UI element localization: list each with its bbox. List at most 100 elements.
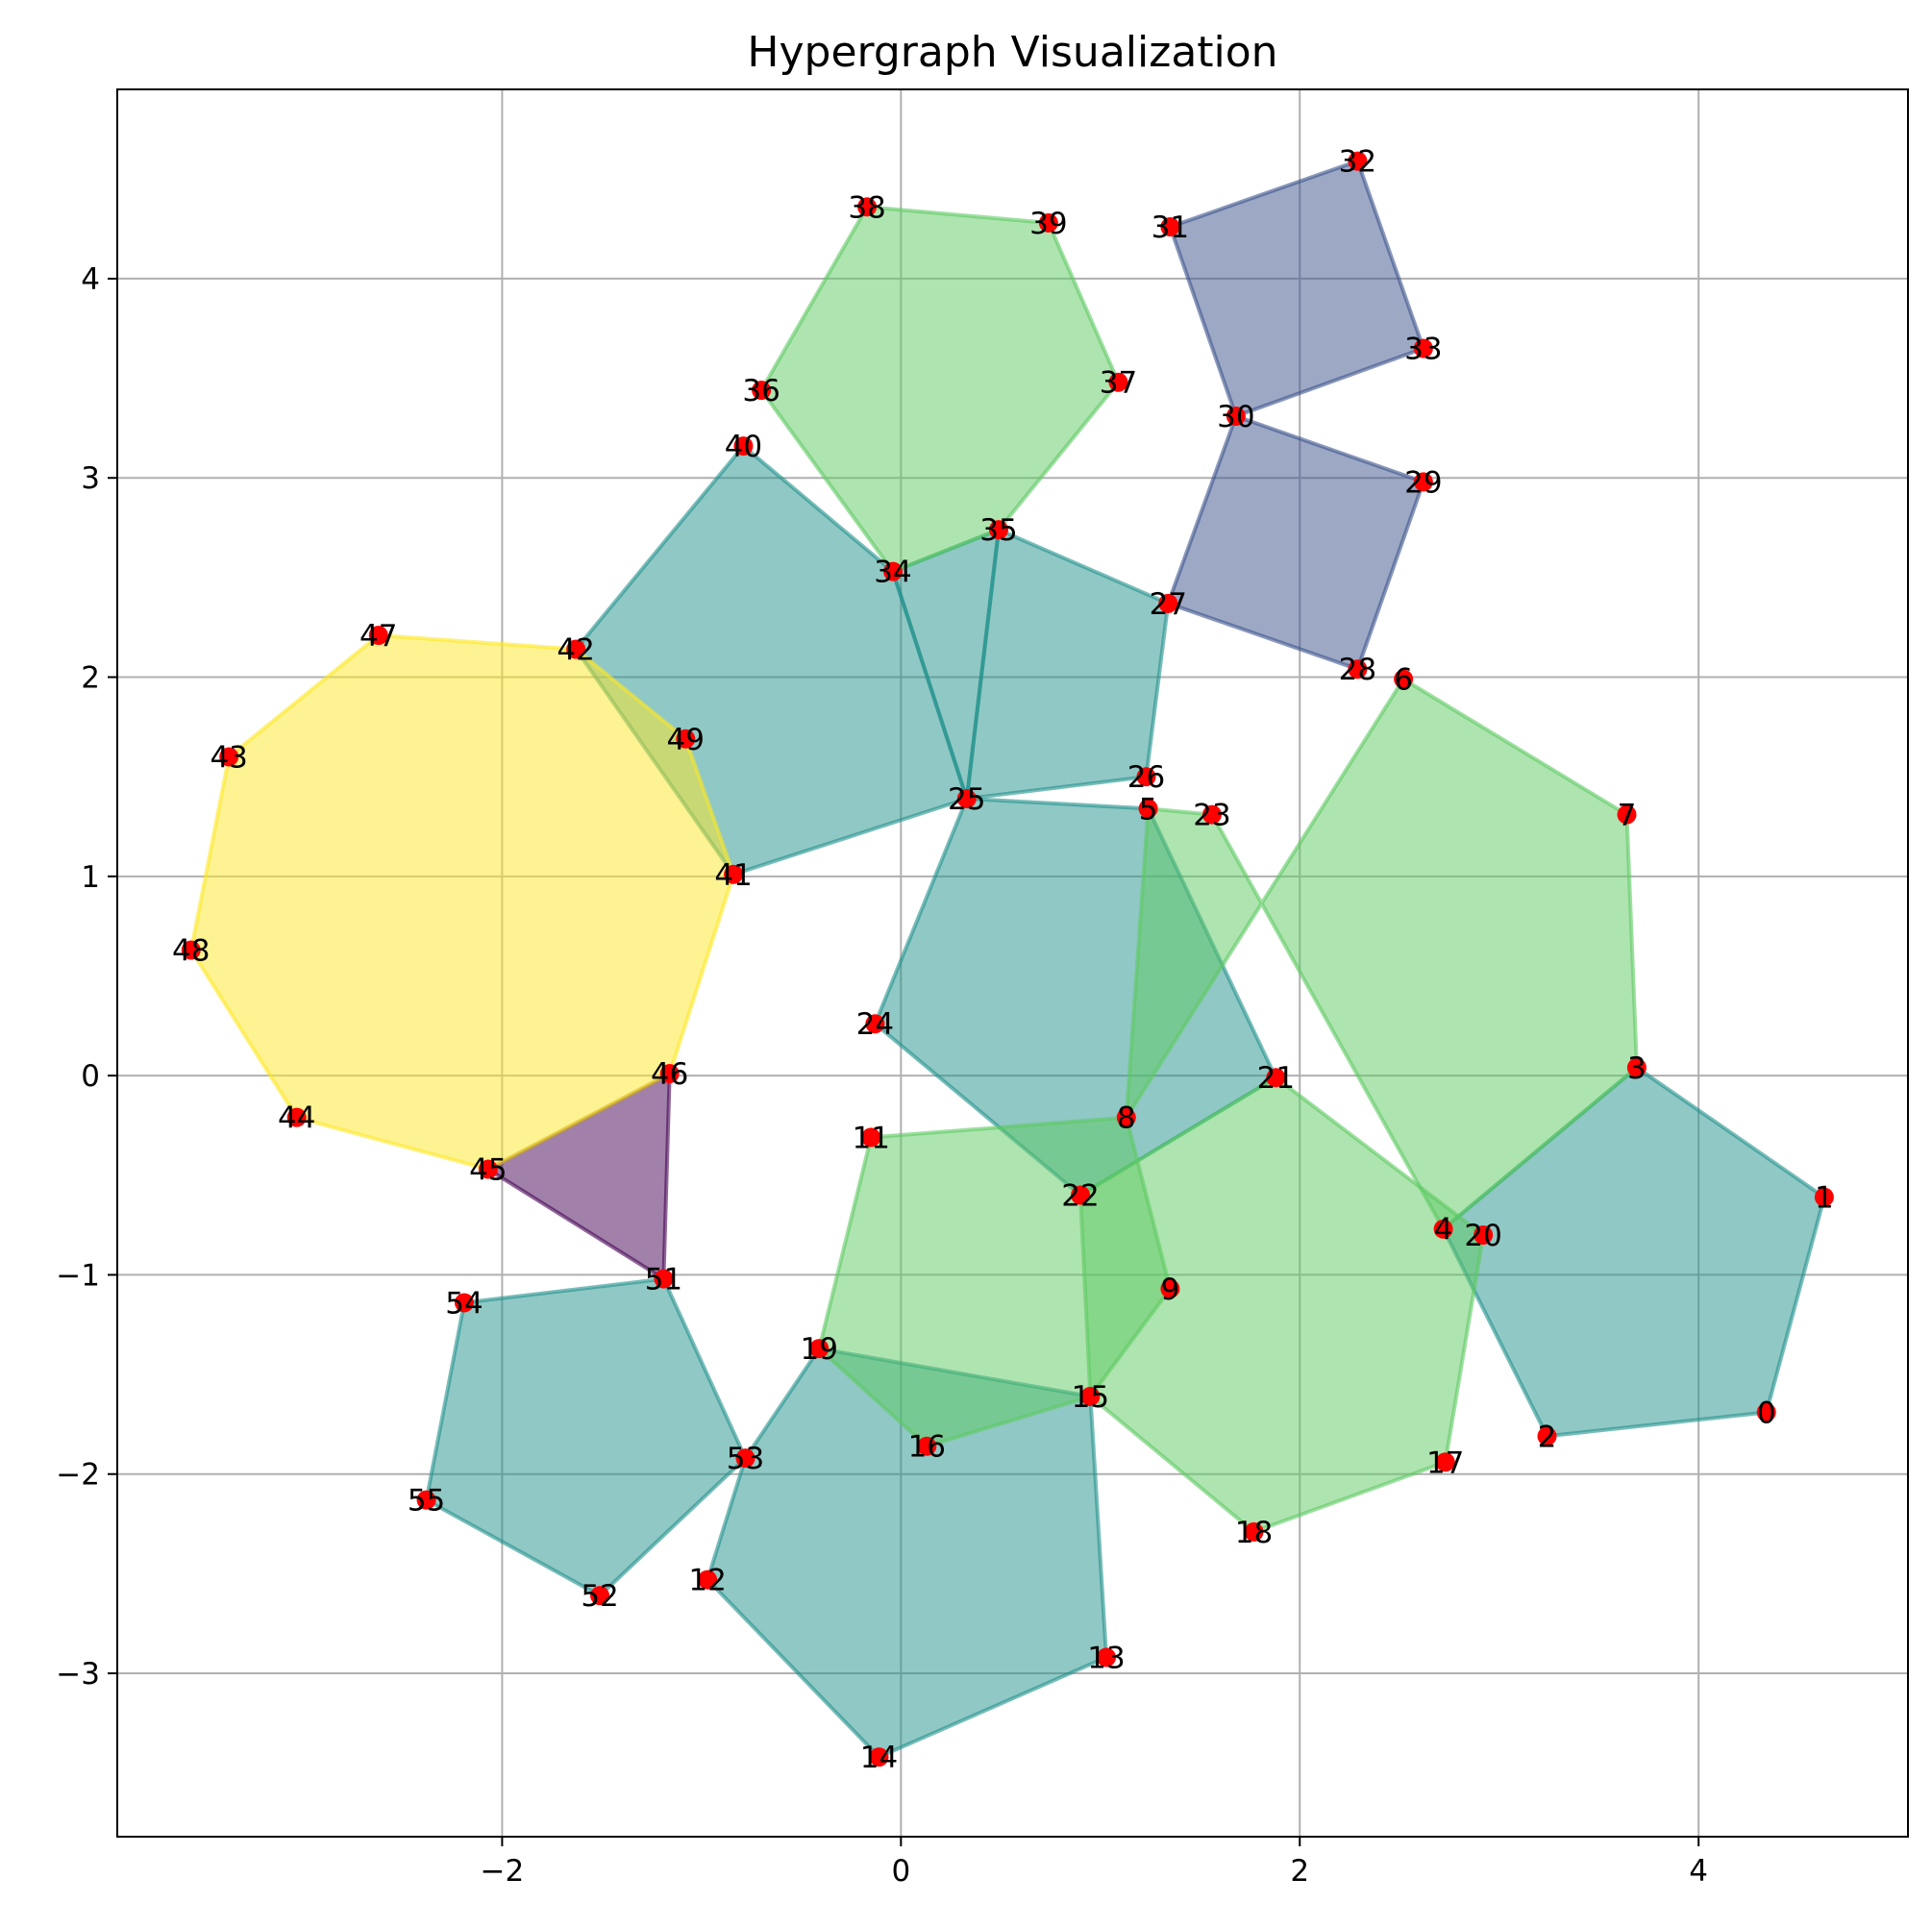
node-label-38: 38 bbox=[848, 190, 885, 225]
node-label-45: 45 bbox=[469, 1153, 507, 1188]
node-9 bbox=[1160, 1278, 1180, 1298]
node-40 bbox=[733, 436, 754, 457]
node-label-23: 23 bbox=[1193, 799, 1230, 833]
node-label-5: 5 bbox=[1139, 792, 1158, 827]
node-43 bbox=[219, 747, 239, 767]
node-label-39: 39 bbox=[1029, 207, 1067, 241]
x-tick-label: 4 bbox=[1689, 1854, 1708, 1889]
node-label-40: 40 bbox=[725, 430, 762, 464]
x-tick-label: 0 bbox=[891, 1854, 910, 1889]
node-22 bbox=[1071, 1185, 1091, 1205]
node-label-18: 18 bbox=[1235, 1516, 1273, 1550]
node-label-15: 15 bbox=[1072, 1380, 1109, 1415]
node-35 bbox=[988, 520, 1008, 540]
node-7 bbox=[1617, 804, 1637, 825]
node-label-17: 17 bbox=[1426, 1446, 1464, 1480]
node-52 bbox=[590, 1586, 610, 1606]
node-label-26: 26 bbox=[1127, 760, 1165, 795]
node-30 bbox=[1226, 406, 1246, 426]
hyperedges bbox=[188, 159, 1826, 1760]
node-label-33: 33 bbox=[1404, 332, 1442, 366]
nodes bbox=[181, 151, 1834, 1767]
hyperedge-14 bbox=[188, 633, 736, 1172]
node-label-1: 1 bbox=[1815, 1181, 1834, 1216]
node-26 bbox=[1136, 767, 1156, 787]
node-label-29: 29 bbox=[1404, 465, 1442, 500]
node-label-52: 52 bbox=[581, 1579, 618, 1614]
node-41 bbox=[724, 864, 744, 884]
node-label-11: 11 bbox=[852, 1121, 889, 1155]
node-label-35: 35 bbox=[979, 513, 1017, 548]
node-55 bbox=[416, 1490, 436, 1510]
node-label-41: 41 bbox=[714, 858, 752, 893]
node-label-53: 53 bbox=[727, 1442, 764, 1476]
node-label-43: 43 bbox=[210, 740, 247, 775]
node-34 bbox=[883, 561, 904, 581]
node-27 bbox=[1158, 593, 1178, 613]
node-20 bbox=[1474, 1224, 1494, 1245]
node-2 bbox=[1537, 1426, 1557, 1446]
node-label-9: 9 bbox=[1161, 1273, 1180, 1307]
node-18 bbox=[1244, 1521, 1264, 1542]
node-label-8: 8 bbox=[1117, 1101, 1136, 1136]
node-36 bbox=[752, 381, 772, 401]
node-53 bbox=[735, 1448, 755, 1469]
node-label-49: 49 bbox=[667, 723, 705, 757]
node-46 bbox=[659, 1064, 680, 1084]
node-label-46: 46 bbox=[651, 1057, 688, 1092]
node-1 bbox=[1814, 1187, 1834, 1207]
node-label-0: 0 bbox=[1757, 1396, 1776, 1430]
node-49 bbox=[676, 729, 696, 749]
node-28 bbox=[1348, 659, 1368, 680]
node-3 bbox=[1626, 1057, 1647, 1077]
node-14 bbox=[869, 1747, 889, 1767]
node-47 bbox=[368, 625, 388, 645]
node-44 bbox=[286, 1107, 307, 1127]
node-label-12: 12 bbox=[688, 1564, 726, 1598]
node-16 bbox=[917, 1436, 937, 1456]
y-tick-label: −1 bbox=[56, 1258, 100, 1293]
node-label-7: 7 bbox=[1618, 799, 1637, 833]
node-label-19: 19 bbox=[801, 1332, 838, 1367]
node-label-28: 28 bbox=[1339, 653, 1376, 687]
node-label-25: 25 bbox=[948, 782, 985, 817]
x-tick-label: −2 bbox=[481, 1854, 525, 1889]
node-37 bbox=[1108, 372, 1128, 392]
plot-frame bbox=[116, 88, 1909, 1838]
node-12 bbox=[698, 1570, 718, 1590]
y-tick-label: 1 bbox=[81, 860, 100, 895]
chart-title: Hypergraph Visualization bbox=[747, 28, 1277, 77]
node-23 bbox=[1201, 804, 1222, 825]
node-label-54: 54 bbox=[445, 1286, 483, 1321]
node-label-32: 32 bbox=[1339, 145, 1376, 180]
node-label-21: 21 bbox=[1257, 1061, 1295, 1096]
node-29 bbox=[1413, 472, 1433, 492]
node-label-34: 34 bbox=[874, 556, 911, 590]
node-label-24: 24 bbox=[856, 1007, 894, 1042]
node-51 bbox=[654, 1269, 674, 1289]
y-tick-label: 3 bbox=[81, 461, 100, 496]
y-tick-label: 2 bbox=[81, 661, 100, 696]
y-tick-label: −3 bbox=[56, 1657, 100, 1692]
node-label-55: 55 bbox=[408, 1484, 445, 1519]
node-8 bbox=[1116, 1107, 1136, 1127]
node-39 bbox=[1038, 212, 1058, 233]
node-label-2: 2 bbox=[1538, 1420, 1557, 1454]
node-4 bbox=[1433, 1219, 1453, 1239]
node-24 bbox=[865, 1014, 885, 1034]
node-11 bbox=[861, 1127, 881, 1148]
node-38 bbox=[857, 197, 878, 217]
node-6 bbox=[1394, 669, 1414, 689]
node-33 bbox=[1413, 338, 1433, 358]
node-label-6: 6 bbox=[1394, 663, 1413, 698]
node-label-31: 31 bbox=[1152, 210, 1189, 245]
node-0 bbox=[1756, 1402, 1776, 1422]
x-tick-label: 2 bbox=[1290, 1854, 1309, 1889]
y-tick-label: 4 bbox=[81, 262, 100, 297]
node-label-20: 20 bbox=[1464, 1219, 1501, 1253]
node-15 bbox=[1080, 1386, 1101, 1406]
hyperedge-9 bbox=[424, 1276, 748, 1598]
node-21 bbox=[1266, 1068, 1286, 1088]
y-tick-label: −2 bbox=[56, 1458, 100, 1493]
